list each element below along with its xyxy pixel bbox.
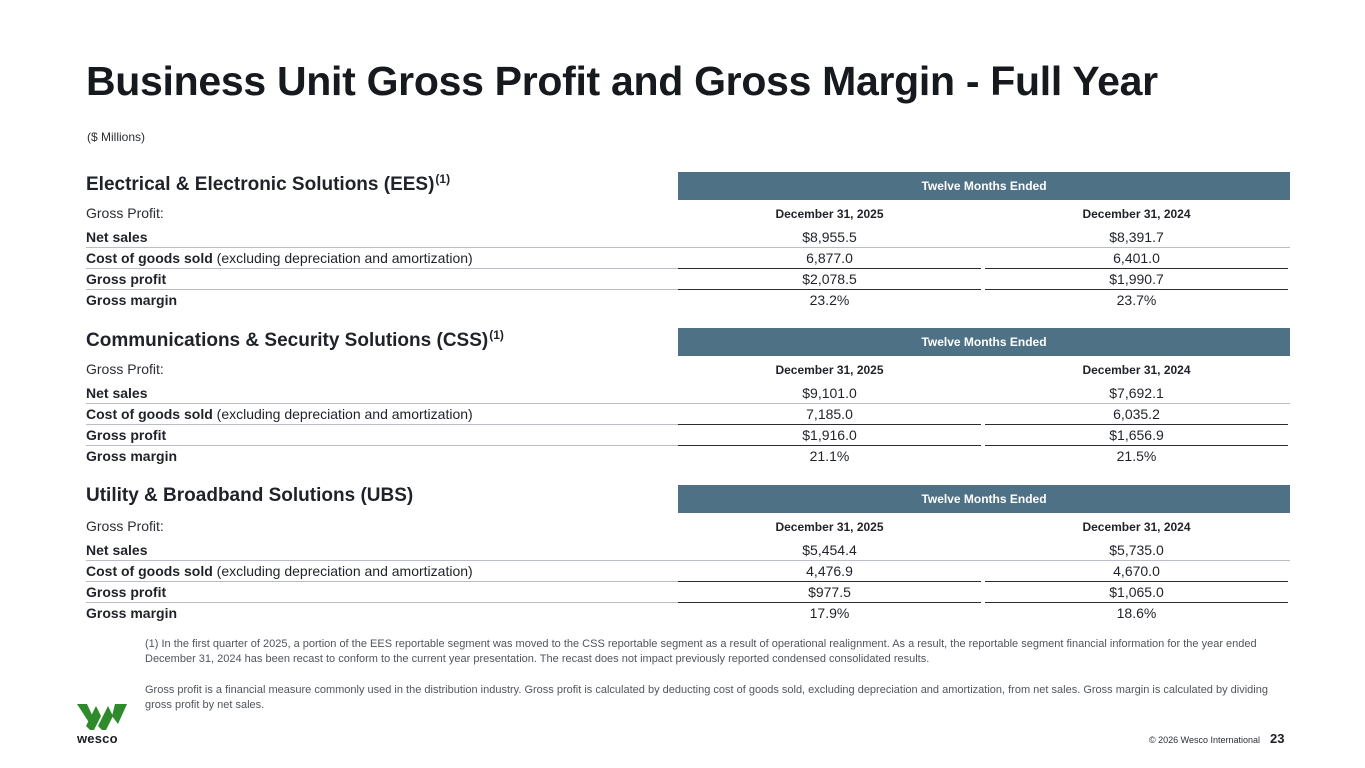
- table-row-gross-profit: Gross profit $1,916.0 $1,656.9: [86, 425, 1290, 446]
- gross-profit-caption: Gross Profit:: [86, 205, 164, 221]
- table-row-cogs: Cost of goods sold (excluding depreciati…: [86, 248, 1290, 269]
- table-row-gross-margin: Gross margin 21.1% 21.5%: [86, 446, 1290, 467]
- row-divider: [86, 581, 678, 582]
- underline: [985, 580, 1288, 582]
- footnote-realignment: (1) In the first quarter of 2025, a port…: [145, 638, 1257, 665]
- underline: [985, 267, 1288, 269]
- row-divider: [86, 403, 1290, 404]
- value-2025: $8,955.5: [802, 229, 857, 245]
- value-2024: $7,692.1: [1109, 385, 1164, 401]
- column-header-2024: December 31, 2024: [1082, 363, 1191, 377]
- column-header-2025: December 31, 2025: [775, 363, 884, 377]
- underline: [985, 601, 1288, 603]
- copyright: © 2026 Wesco International: [1148, 735, 1260, 745]
- value-2025: 17.9%: [809, 605, 850, 621]
- value-2024: 6,035.2: [1113, 406, 1160, 422]
- period-header-band: Twelve Months Ended: [678, 328, 1290, 356]
- wesco-logo-icon: [77, 704, 127, 730]
- section-title: Electrical & Electronic Solutions (EES)(…: [86, 172, 451, 195]
- value-2025: 4,476.9: [806, 563, 853, 579]
- table-row-gross-profit: Gross profit $2,078.5 $1,990.7: [86, 269, 1290, 290]
- value-2024: $1,990.7: [1109, 271, 1164, 287]
- gross-profit-caption: Gross Profit:: [86, 518, 164, 534]
- value-2025: $1,916.0: [802, 427, 857, 443]
- underline: [678, 444, 981, 446]
- value-2024: 6,401.0: [1113, 250, 1160, 266]
- column-header-2024: December 31, 2024: [1082, 207, 1191, 221]
- table-row-gross-profit: Gross profit $977.5 $1,065.0: [86, 582, 1290, 603]
- table-row-gross-margin: Gross margin 23.2% 23.7%: [86, 290, 1290, 311]
- row-divider: [86, 247, 1290, 248]
- value-2025: 7,185.0: [806, 406, 853, 422]
- table-row-cogs: Cost of goods sold (excluding depreciati…: [86, 561, 1290, 582]
- row-divider: [86, 602, 678, 603]
- column-header-2025: December 31, 2025: [775, 207, 884, 221]
- row-divider: [86, 424, 678, 425]
- value-2024: $1,656.9: [1109, 427, 1164, 443]
- value-2025: 21.1%: [809, 448, 850, 464]
- period-header-band: Twelve Months Ended: [678, 485, 1290, 513]
- underline: [678, 601, 981, 603]
- table-row-net-sales: Net sales $9,101.0 $7,692.1: [86, 383, 1290, 404]
- table-row-net-sales: Net sales $5,454.4 $5,735.0: [86, 540, 1290, 561]
- column-header-2024: December 31, 2024: [1082, 520, 1191, 534]
- value-2024: 18.6%: [1116, 605, 1157, 621]
- value-2025: 6,877.0: [806, 250, 853, 266]
- row-divider: [86, 268, 678, 269]
- underline: [985, 423, 1288, 425]
- underline: [678, 580, 981, 582]
- page-number: 23: [1270, 731, 1285, 746]
- page-title: Business Unit Gross Profit and Gross Mar…: [86, 58, 1158, 104]
- underline: [678, 267, 981, 269]
- section-title: Utility & Broadband Solutions (UBS): [86, 485, 414, 506]
- units-note: ($ Millions): [87, 130, 146, 144]
- value-2024: 4,670.0: [1113, 563, 1160, 579]
- underline: [985, 444, 1288, 446]
- value-2024: $1,065.0: [1109, 584, 1164, 600]
- value-2025: $9,101.0: [802, 385, 857, 401]
- column-header-2025: December 31, 2025: [775, 520, 884, 534]
- value-2024: 21.5%: [1116, 448, 1157, 464]
- table-row-cogs: Cost of goods sold (excluding depreciati…: [86, 404, 1290, 425]
- value-2024: $8,391.7: [1109, 229, 1164, 245]
- underline: [678, 423, 981, 425]
- value-2024: $5,735.0: [1109, 542, 1164, 558]
- section-title: Communications & Security Solutions (CSS…: [86, 328, 504, 351]
- underline: [678, 288, 981, 290]
- row-divider: [86, 560, 1290, 561]
- footnote-gross-profit-definition: Gross profit is a financial measure comm…: [145, 684, 1268, 711]
- table-row-net-sales: Net sales $8,955.5 $8,391.7: [86, 227, 1290, 248]
- logo-wordmark: wesco: [77, 731, 118, 746]
- gross-profit-caption: Gross Profit:: [86, 361, 164, 377]
- value-2025: $2,078.5: [802, 271, 857, 287]
- value-2025: $5,454.4: [802, 542, 857, 558]
- value-2025: $977.5: [808, 584, 851, 600]
- section-css: Communications & Security Solutions (CSS…: [86, 328, 1290, 468]
- row-divider: [86, 445, 678, 446]
- section-ubs: Utility & Broadband Solutions (UBS) Twel…: [86, 485, 1290, 625]
- section-ees: Electrical & Electronic Solutions (EES)(…: [86, 172, 1290, 312]
- value-2024: 23.7%: [1116, 292, 1157, 308]
- row-divider: [86, 289, 678, 290]
- period-header-band: Twelve Months Ended: [678, 172, 1290, 200]
- value-2025: 23.2%: [809, 292, 850, 308]
- table-row-gross-margin: Gross margin 17.9% 18.6%: [86, 603, 1290, 624]
- underline: [985, 288, 1288, 290]
